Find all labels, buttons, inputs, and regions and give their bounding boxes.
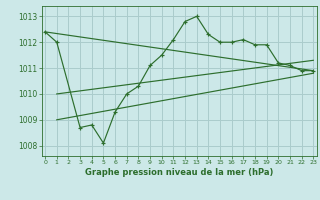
X-axis label: Graphe pression niveau de la mer (hPa): Graphe pression niveau de la mer (hPa) [85, 168, 273, 177]
